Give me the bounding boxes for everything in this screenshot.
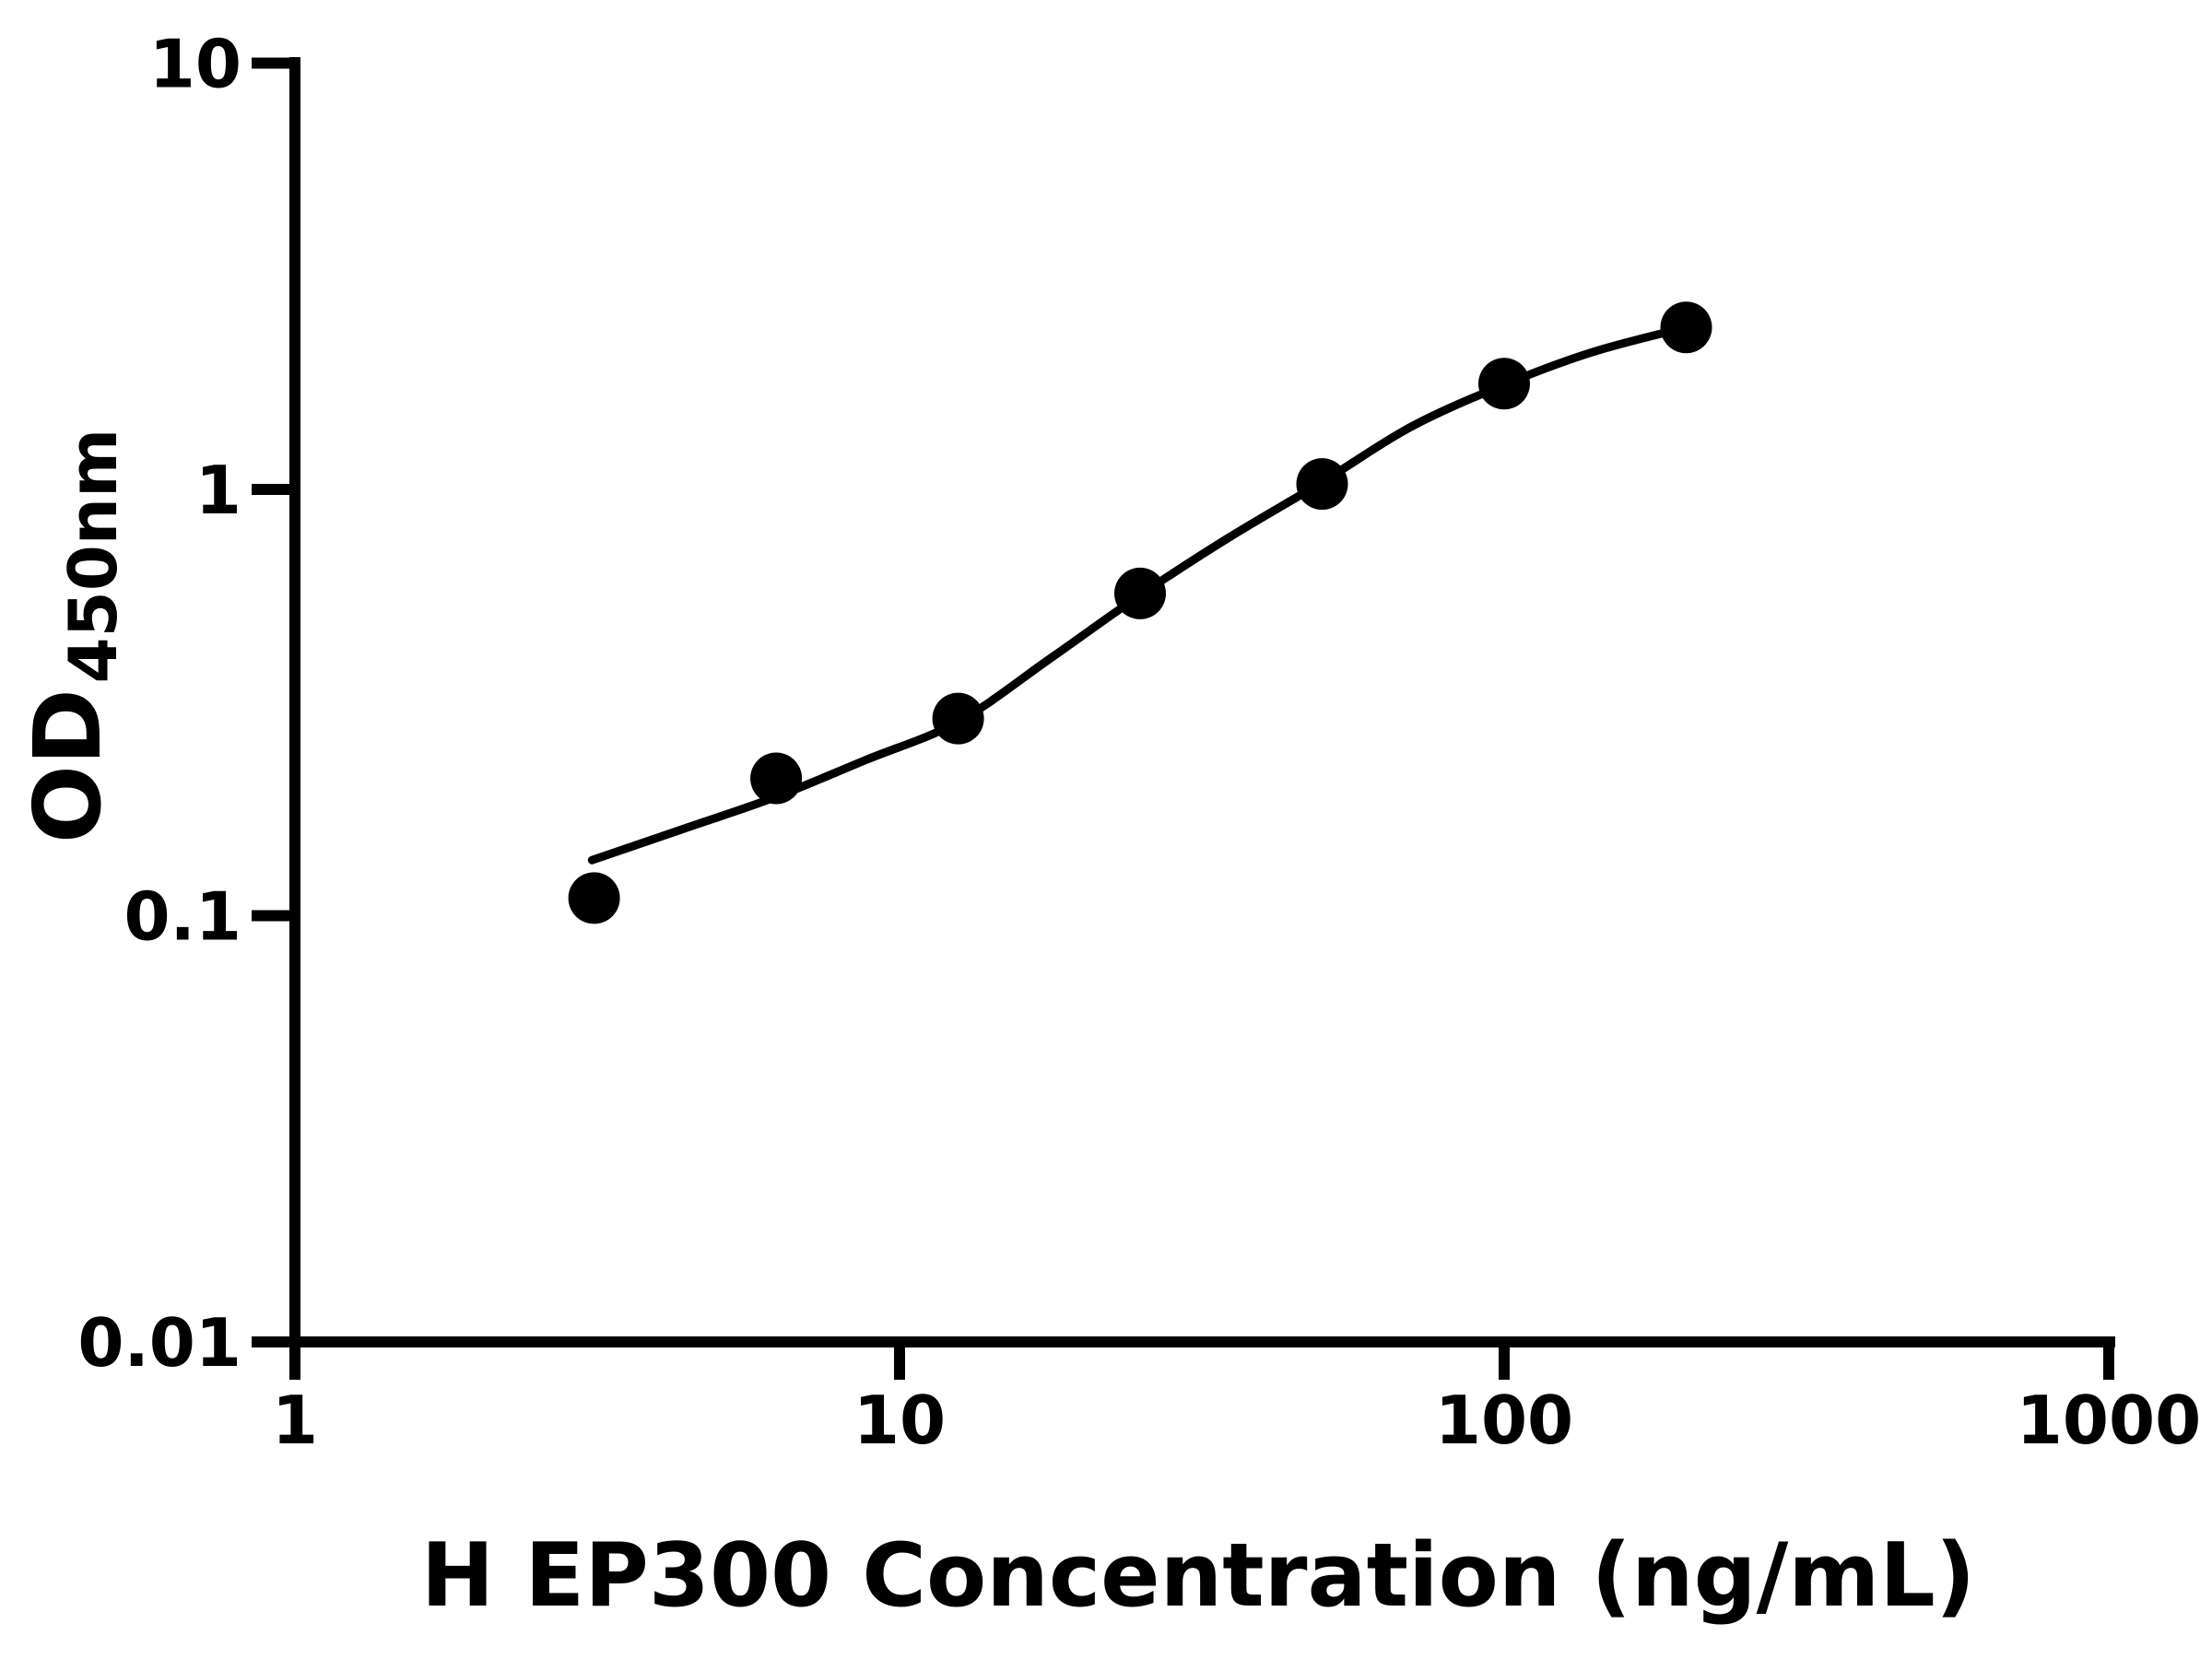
y-tick-label: 0.1 [124, 878, 241, 956]
x-tick-label: 10 [853, 1382, 946, 1459]
axis-ticks [252, 57, 2114, 1380]
data-point [1660, 301, 1712, 354]
y-axis-title-base: OD [14, 688, 122, 843]
y-tick-label: 0.01 [77, 1304, 241, 1382]
y-axis-title: OD 450nm [14, 429, 132, 843]
y-tick-label: 1 [195, 452, 241, 529]
data-point [1296, 458, 1348, 511]
data-point [1114, 567, 1166, 619]
data-point [932, 692, 984, 745]
data-point [1478, 358, 1530, 410]
x-axis-title: H EP300 Concentration (ng/mL) [421, 1525, 1975, 1627]
data-point [568, 872, 620, 924]
axis-tick-labels: 0.01 0.1 1 10 1 10 100 1000 [77, 26, 2201, 1460]
data-point [750, 752, 803, 805]
x-tick-label: 1000 [2017, 1382, 2201, 1459]
x-tick-label: 100 [1435, 1382, 1573, 1459]
y-axis-title-subscript: 450nm [54, 429, 132, 684]
data-points-group [568, 301, 1712, 924]
y-tick-label: 10 [149, 26, 241, 103]
x-tick-label: 1 [272, 1382, 318, 1459]
axes [289, 57, 2115, 1347]
